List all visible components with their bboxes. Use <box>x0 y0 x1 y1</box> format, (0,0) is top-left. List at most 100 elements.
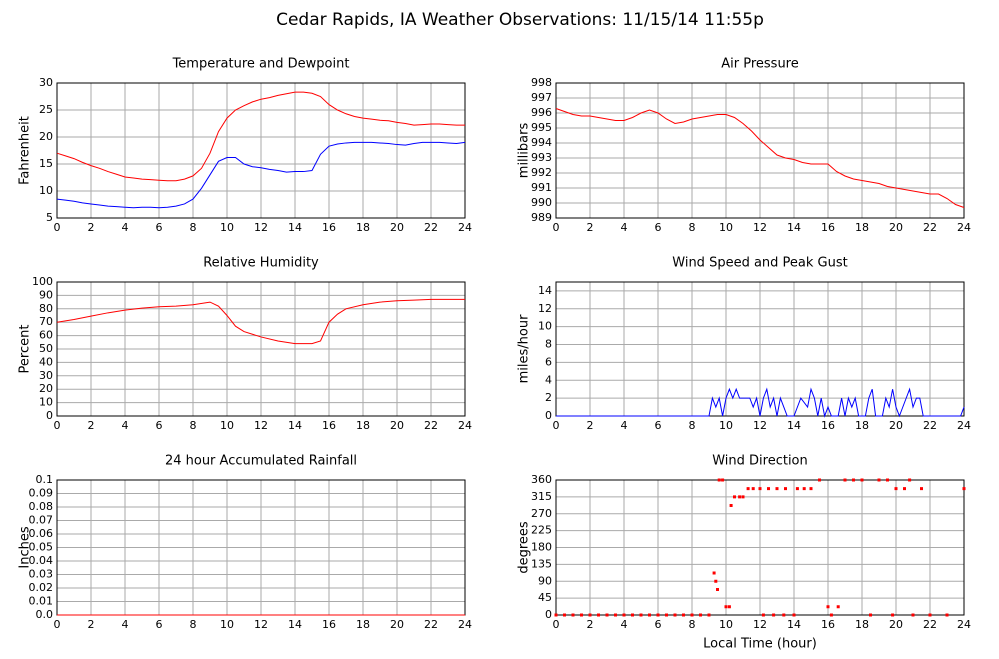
x-tick-label: 22 <box>424 419 438 432</box>
x-tick-label: 20 <box>889 419 903 432</box>
x-tick-label: 10 <box>719 618 733 631</box>
data-point <box>758 487 762 491</box>
y-tick-label: 10 <box>538 320 552 333</box>
x-tick-label: 12 <box>254 221 268 234</box>
x-tick-label: 4 <box>122 419 129 432</box>
y-axis-label: miles/hour <box>517 314 532 383</box>
data-line <box>56 91 465 182</box>
data-point <box>877 478 881 482</box>
data-point <box>699 613 702 617</box>
x-tick-label: 8 <box>190 618 197 631</box>
data-point <box>836 605 840 609</box>
x-tick-label: 22 <box>923 419 937 432</box>
x-tick-label: 10 <box>220 618 234 631</box>
data-point <box>721 478 725 482</box>
data-point <box>733 495 736 499</box>
y-tick-label: 995 <box>531 121 552 134</box>
x-tick-label: 8 <box>190 221 197 234</box>
data-point <box>665 613 668 617</box>
x-tick-label: 12 <box>753 221 767 234</box>
data-point <box>751 487 755 491</box>
x-tick-label: 16 <box>322 419 336 432</box>
y-axis-label: millibars <box>517 123 532 179</box>
data-point <box>891 613 895 617</box>
y-tick-label: 996 <box>531 106 552 119</box>
data-point <box>580 613 583 617</box>
y-tick-label: 30 <box>39 369 53 382</box>
x-tick-label: 4 <box>621 419 628 432</box>
data-point <box>795 487 799 491</box>
y-tick-label: 6 <box>545 355 552 368</box>
data-point <box>843 478 847 482</box>
x-tick-label: 10 <box>719 419 733 432</box>
y-tick-label: 70 <box>39 315 53 328</box>
y-tick-label: 315 <box>531 490 552 503</box>
y-tick-label: 10 <box>39 184 53 197</box>
data-point <box>605 613 609 617</box>
x-tick-label: 20 <box>390 419 404 432</box>
y-axis-label: Percent <box>18 325 33 374</box>
x-tick-label: 2 <box>587 419 594 432</box>
y-axis-label: degrees <box>517 521 532 574</box>
data-point <box>727 605 731 609</box>
x-tick-label: 14 <box>288 618 302 631</box>
data-point <box>903 487 906 491</box>
y-tick-label: 0.03 <box>29 568 54 581</box>
chart-title: Wind Direction <box>712 454 808 469</box>
y-tick-label: 989 <box>531 211 552 224</box>
x-tick-label: 12 <box>254 618 268 631</box>
x-tick-label: 16 <box>821 618 835 631</box>
y-tick-label: 0.02 <box>29 581 54 594</box>
y-tick-label: 20 <box>39 382 53 395</box>
y-tick-label: 0.06 <box>29 527 54 540</box>
data-point <box>716 588 719 591</box>
data-line <box>56 141 466 209</box>
y-tick-label: 0 <box>46 409 53 422</box>
data-point <box>792 613 796 617</box>
x-tick-label: 0 <box>553 618 560 631</box>
y-tick-label: 270 <box>531 507 552 520</box>
data-point <box>860 478 864 482</box>
x-tick-label: 0 <box>553 419 560 432</box>
y-tick-label: 45 <box>538 591 552 604</box>
data-point <box>767 487 770 491</box>
data-point <box>761 613 765 617</box>
x-tick-label: 18 <box>855 618 869 631</box>
x-tick-label: 16 <box>821 419 835 432</box>
data-point <box>707 613 711 617</box>
y-tick-label: 2 <box>545 391 552 404</box>
x-tick-label: 24 <box>458 618 472 631</box>
y-tick-label: 0 <box>545 409 552 422</box>
y-tick-label: 990 <box>531 196 552 209</box>
y-tick-label: 991 <box>531 181 552 194</box>
y-tick-label: 0.05 <box>29 541 54 554</box>
x-tick-label: 16 <box>821 221 835 234</box>
x-axis-label: Local Time (hour) <box>703 637 817 652</box>
y-tick-label: 60 <box>39 329 53 342</box>
data-point <box>614 613 617 617</box>
data-point <box>782 613 786 617</box>
y-tick-label: 992 <box>531 166 552 179</box>
x-tick-label: 6 <box>156 419 163 432</box>
data-point <box>738 495 742 499</box>
data-point <box>784 487 787 491</box>
x-tick-label: 0 <box>54 618 61 631</box>
y-tick-label: 40 <box>39 355 53 368</box>
y-tick-label: 0.09 <box>29 487 54 500</box>
data-point <box>772 613 776 617</box>
y-tick-label: 4 <box>545 373 552 386</box>
x-tick-label: 2 <box>88 618 95 631</box>
y-tick-label: 8 <box>545 338 552 351</box>
y-tick-label: 0.04 <box>29 554 54 567</box>
x-tick-label: 12 <box>753 419 767 432</box>
x-tick-label: 20 <box>390 221 404 234</box>
chart-title: Relative Humidity <box>203 256 319 271</box>
x-tick-label: 24 <box>458 221 472 234</box>
page-title: Cedar Rapids, IA Weather Observations: 1… <box>276 10 764 30</box>
data-point <box>852 478 855 482</box>
y-tick-label: 25 <box>39 103 53 116</box>
y-tick-label: 360 <box>531 473 552 486</box>
data-point <box>945 613 949 617</box>
x-tick-label: 18 <box>356 419 370 432</box>
